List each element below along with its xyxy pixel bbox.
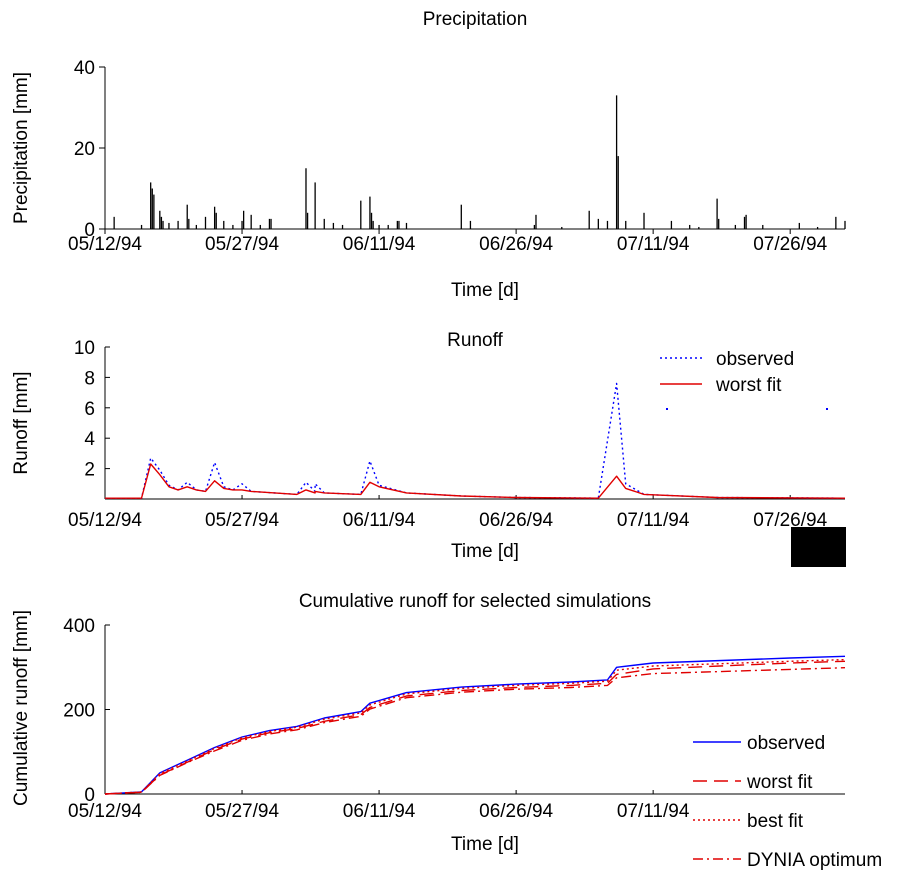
chart-1-y-label: Precipitation [mm] bbox=[11, 72, 32, 224]
chart-1-title: Precipitation bbox=[423, 9, 528, 30]
chart-1-y-tick-label: 20 bbox=[74, 139, 95, 160]
chart-3-x-tick-label: 05/12/94 bbox=[68, 801, 142, 822]
chart-2-legend-label: observed bbox=[716, 349, 794, 370]
chart-3-legend-label: observed bbox=[747, 733, 825, 754]
chart-3-title: Cumulative runoff for selected simulatio… bbox=[299, 591, 651, 612]
chart-3-y-tick-label: 0 bbox=[84, 785, 95, 806]
chart-3-x-tick-label: 06/26/94 bbox=[479, 801, 553, 822]
chart-3-x-tick-label: 06/11/94 bbox=[343, 801, 416, 822]
chart-2-y-tick-label: 6 bbox=[84, 399, 95, 420]
stray-dot bbox=[666, 408, 668, 410]
chart-2-y-tick-label: 8 bbox=[84, 368, 95, 389]
chart-3-x-label: Time [d] bbox=[451, 834, 519, 855]
chart-3-y-label: Cumulative runoff [mm] bbox=[11, 610, 32, 806]
chart-3-y-tick-label: 200 bbox=[63, 701, 95, 722]
chart-2-x-label: Time [d] bbox=[451, 541, 519, 562]
chart-3-legend-label: DYNIA optimum bbox=[747, 850, 882, 871]
chart-2-legend-label: worst fit bbox=[715, 375, 782, 396]
chart-2-x-tick-label: 06/11/94 bbox=[343, 510, 416, 531]
chart-2-y-tick-label: 2 bbox=[84, 460, 95, 481]
chart-2-x-tick-label: 06/26/94 bbox=[479, 510, 553, 531]
chart-3-x-tick-label: 05/27/94 bbox=[205, 801, 279, 822]
chart-1-y-tick-label: 0 bbox=[84, 220, 95, 241]
chart-2-x-tick-label: 05/12/94 bbox=[68, 510, 142, 531]
chart-2-x-tick-label: 07/11/94 bbox=[617, 510, 690, 531]
chart-1-x-tick-label: 06/26/94 bbox=[479, 234, 553, 255]
chart-3-x-tick-label: 07/11/94 bbox=[617, 801, 690, 822]
chart-2-y-tick-label: 10 bbox=[74, 338, 95, 359]
chart-2-x-tick-label: 05/27/94 bbox=[205, 510, 279, 531]
chart-2-title: Runoff bbox=[447, 330, 503, 351]
chart-1-x-tick-label: 05/12/94 bbox=[68, 234, 142, 255]
chart-2-y-tick-label: 4 bbox=[84, 429, 95, 450]
chart-1-y-tick-label: 40 bbox=[74, 58, 95, 79]
chart-3-y-tick-label: 400 bbox=[63, 616, 95, 637]
chart-1-x-tick-label: 07/26/94 bbox=[753, 234, 827, 255]
black-box-occluder bbox=[791, 527, 846, 567]
stray-dot bbox=[826, 408, 828, 410]
chart-3-series-observed-line bbox=[104, 655, 846, 795]
chart-3-series-best-fit-line bbox=[104, 658, 846, 795]
chart-2-y-label: Runoff [mm] bbox=[11, 371, 32, 474]
chart-1-x-tick-label: 05/27/94 bbox=[205, 234, 279, 255]
chart-1-x-label: Time [d] bbox=[451, 280, 519, 301]
chart-2-x-tick-label: 07/26/94 bbox=[753, 510, 827, 531]
chart-1-x-tick-label: 06/11/94 bbox=[343, 234, 416, 255]
chart-3-legend-label: best fit bbox=[747, 811, 804, 832]
chart-1-x-tick-label: 07/11/94 bbox=[617, 234, 690, 255]
chart-3-legend-label: worst fit bbox=[746, 772, 813, 793]
chart-3-series-worst-fit-line bbox=[104, 660, 846, 795]
chart-2-series-observed-line bbox=[105, 382, 846, 499]
chart-2-series-worst-fit-line bbox=[105, 463, 846, 499]
